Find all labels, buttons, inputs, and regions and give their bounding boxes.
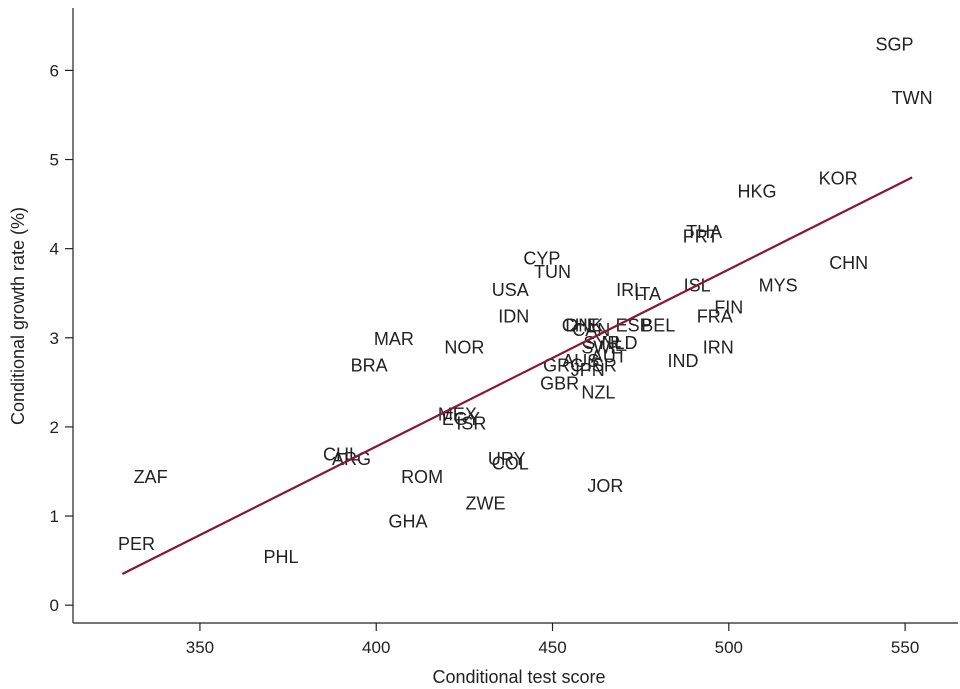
point-label-ita: ITA xyxy=(634,284,661,304)
point-label-twn: TWN xyxy=(892,88,933,108)
point-label-per: PER xyxy=(118,534,155,554)
y-axis-title: Conditional growth rate (%) xyxy=(8,207,28,425)
point-label-sgp: SGP xyxy=(876,35,914,55)
point-label-irl: IRL xyxy=(616,280,644,300)
y-tick-label: 6 xyxy=(50,61,59,80)
point-label-hkg: HKG xyxy=(738,182,777,202)
y-tick-label: 4 xyxy=(50,240,59,259)
fit-line-group xyxy=(121,176,913,575)
x-tick-label: 500 xyxy=(715,638,743,657)
point-label-cyp: CYP xyxy=(523,249,560,269)
point-label-tha: THA xyxy=(686,222,722,242)
y-tick-label: 3 xyxy=(50,329,59,348)
point-label-fra: FRA xyxy=(697,307,733,327)
point-label-jpn: JPN xyxy=(571,360,605,380)
point-label-rom: ROM xyxy=(401,467,443,487)
point-label-zwe: ZWE xyxy=(466,494,506,514)
y-tick-label: 1 xyxy=(50,507,59,526)
x-axis-title: Conditional test score xyxy=(432,667,605,687)
point-label-isr: ISR xyxy=(456,413,486,433)
x-tick-label: 550 xyxy=(891,638,919,657)
point-label-bra: BRA xyxy=(351,356,388,376)
point-label-esp: ESP xyxy=(616,315,652,335)
point-label-bel: BEL xyxy=(641,315,675,335)
y-axis-ticks: 0 1 2 3 4 5 6 xyxy=(50,61,73,615)
point-label-dnk: DNK xyxy=(565,315,603,335)
point-label-nld: NLD xyxy=(602,333,638,353)
x-axis-ticks: 350 400 450 500 550 xyxy=(186,623,919,657)
fit-line xyxy=(121,176,913,575)
y-tick-label: 0 xyxy=(50,596,59,615)
x-tick-label: 350 xyxy=(186,638,214,657)
point-label-aus: AUS xyxy=(562,351,599,371)
point-label-aut: AUT xyxy=(591,347,627,367)
point-label-gbr: GBR xyxy=(540,373,579,393)
point-label-mys: MYS xyxy=(759,275,798,295)
point-label-grc: GRC xyxy=(543,356,583,376)
point-label-ury: URY xyxy=(488,449,526,469)
point-label-tun: TUN xyxy=(534,262,571,282)
point-label-mar: MAR xyxy=(374,329,414,349)
point-label-gha: GHA xyxy=(388,512,427,532)
point-label-isr: ISR xyxy=(587,356,617,376)
point-label-usa: USA xyxy=(492,280,529,300)
x-tick-label: 400 xyxy=(362,638,390,657)
y-tick-label: 5 xyxy=(50,151,59,170)
point-label-irn: IRN xyxy=(703,338,734,358)
point-label-chn: CHN xyxy=(829,253,868,273)
point-label-egy: EGY xyxy=(442,409,480,429)
point-label-che: CHE xyxy=(562,315,600,335)
point-label-kor: KOR xyxy=(819,168,858,188)
point-label-nor: NOR xyxy=(444,338,484,358)
point-label-zaf: ZAF xyxy=(134,467,168,487)
point-label-prt: PRT xyxy=(683,226,719,246)
point-label-fin: FIN xyxy=(714,298,743,318)
point-label-ind: IND xyxy=(667,351,698,371)
data-point-labels: SGPTWNKORHKGCHNMYSTHAPRTISLFINFRAIRNINDI… xyxy=(118,35,933,567)
point-label-col: COL xyxy=(492,454,529,474)
point-label-jor: JOR xyxy=(587,476,623,496)
point-label-idn: IDN xyxy=(498,307,529,327)
y-tick-label: 2 xyxy=(50,418,59,437)
point-label-swe: SWE xyxy=(581,338,622,358)
point-label-phl: PHL xyxy=(264,547,299,567)
x-tick-label: 450 xyxy=(538,638,566,657)
point-label-nzl: NZL xyxy=(581,382,615,402)
